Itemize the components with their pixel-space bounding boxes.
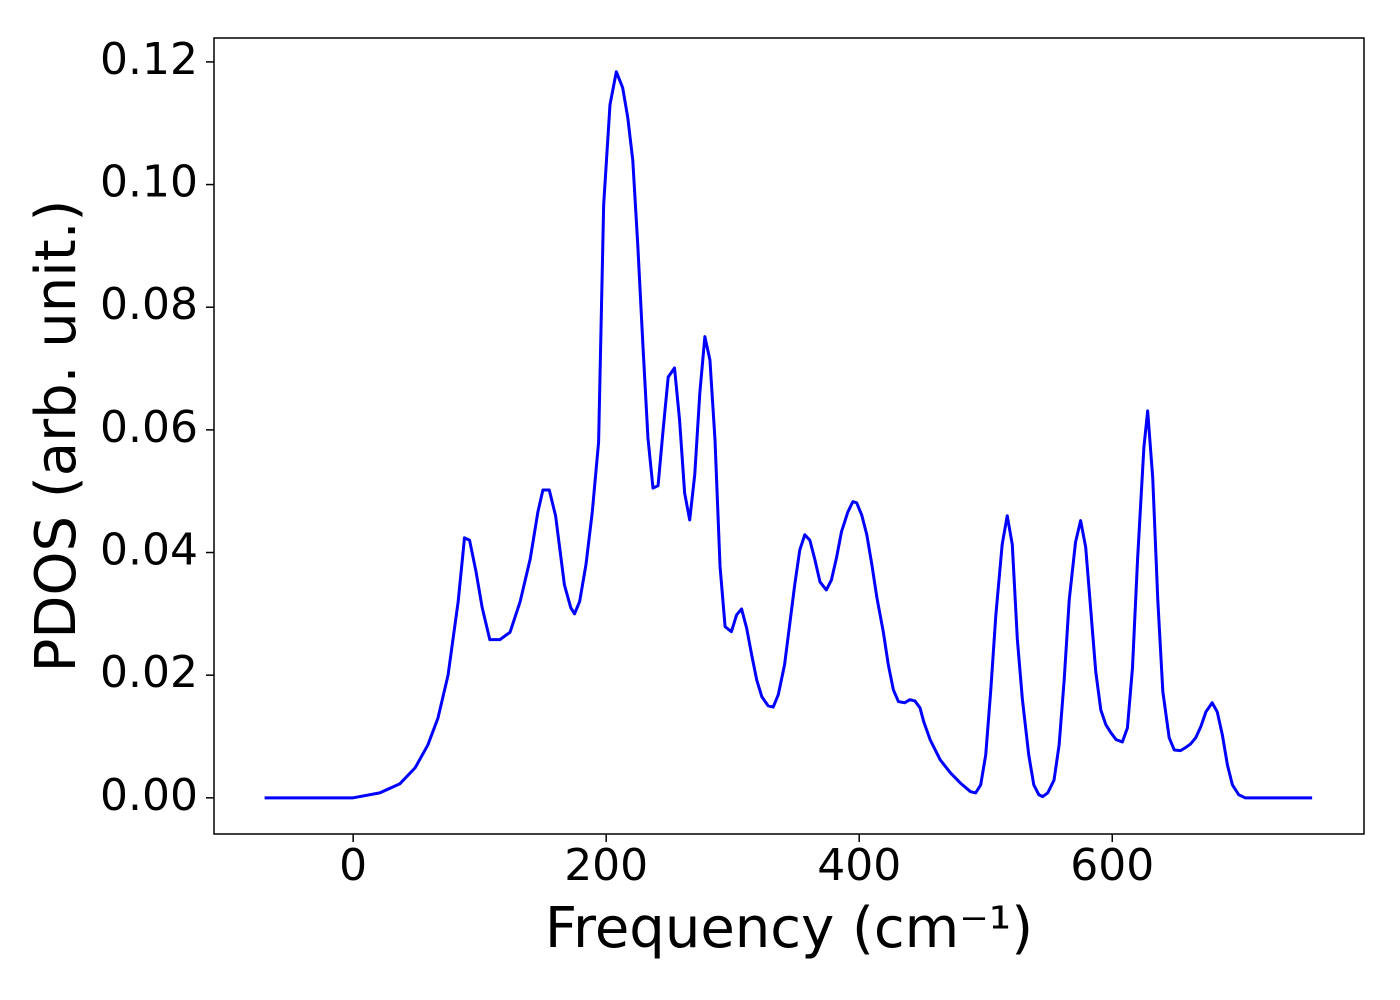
plot-frame [213,37,1365,835]
x-tick-label: 600 [1070,840,1154,891]
y-tick-label: 0.10 [100,157,198,208]
y-axis-label: PDOS (arb. unit.) [24,200,89,673]
y-tick-label: 0.08 [100,279,198,330]
x-tick-label: 200 [564,840,648,891]
y-tick-label: 0.04 [100,525,198,576]
x-tick-label: 400 [817,840,901,891]
data-line [264,70,1313,800]
y-tick-label: 0.00 [100,770,198,821]
y-tick-label: 0.02 [100,647,198,698]
x-tick-label: 0 [339,840,367,891]
y-tick-label: 0.12 [100,34,198,85]
x-axis-label: Frequency (cm⁻¹) [545,896,1033,961]
y-tick-label: 0.06 [100,402,198,453]
